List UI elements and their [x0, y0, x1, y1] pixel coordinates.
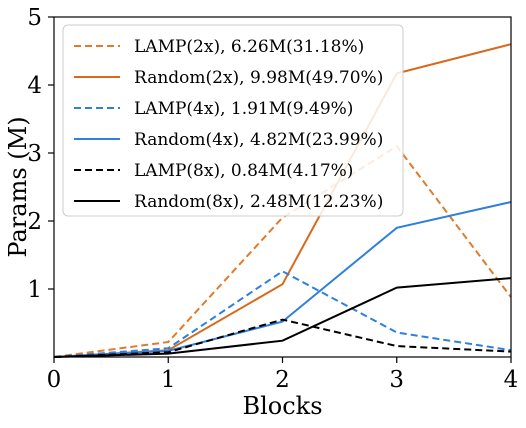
y-tick-label: 1	[27, 277, 42, 303]
y-tick-label: 2	[27, 209, 42, 235]
legend: LAMP(2x), 6.26M(31.18%) Random(2x), 9.98M…	[62, 24, 404, 217]
x-tick-label: 2	[275, 367, 290, 393]
series-line-2	[53, 270, 512, 358]
series-line-4	[53, 318, 512, 358]
series-line-3	[53, 201, 512, 358]
legend-box	[62, 24, 404, 217]
x-axis-label: Blocks	[242, 392, 322, 420]
legend-label-0: LAMP(2x), 6.26M(31.18%)	[134, 37, 364, 57]
y-tick-label: 4	[27, 73, 42, 99]
legend-label-1: Random(2x), 9.98M(49.70%)	[134, 68, 383, 88]
x-tick-label: 1	[161, 367, 176, 393]
x-tick-label: 0	[47, 367, 62, 393]
legend-label-5: Random(8x), 2.48M(12.23%)	[134, 192, 383, 212]
y-tick-label: 3	[27, 141, 42, 167]
legend-label-3: Random(4x), 4.82M(23.99%)	[134, 130, 383, 150]
y-tick-label: 5	[27, 5, 42, 31]
x-tick-label: 4	[504, 367, 519, 393]
legend-label-4: LAMP(8x), 0.84M(4.17%)	[134, 161, 353, 181]
series-layer	[53, 43, 512, 358]
x-tick-label: 3	[389, 367, 404, 393]
y-axis-label: Params (M)	[4, 116, 32, 257]
legend-label-2: LAMP(4x), 1.91M(9.49%)	[134, 99, 353, 119]
ticks-layer: 0 1 2 3 4 1 2 3 4 5	[27, 5, 518, 393]
series-line-5	[53, 277, 512, 358]
